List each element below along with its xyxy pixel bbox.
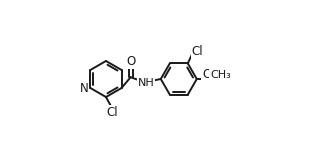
Text: Cl: Cl: [192, 46, 204, 58]
Text: O: O: [126, 55, 135, 68]
Text: CH₃: CH₃: [210, 70, 231, 80]
Text: NH: NH: [138, 78, 154, 88]
Text: Cl: Cl: [107, 106, 118, 119]
Text: N: N: [80, 82, 89, 94]
Text: O: O: [202, 68, 212, 81]
